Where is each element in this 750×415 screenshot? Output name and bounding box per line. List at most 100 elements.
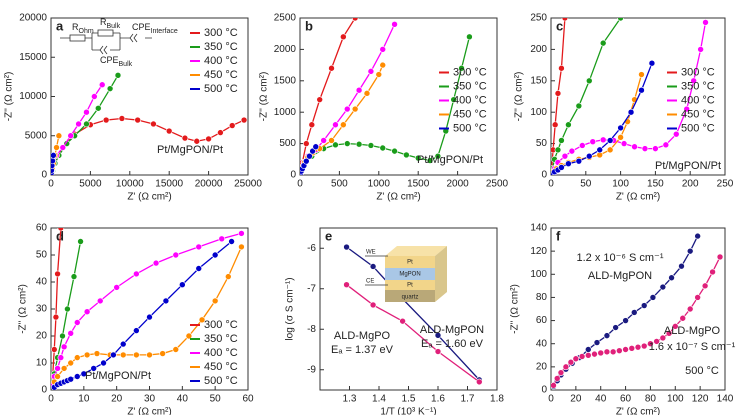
data-point <box>102 116 110 124</box>
data-point <box>551 121 559 129</box>
data-point <box>73 373 81 380</box>
data-point <box>638 71 645 78</box>
series-line <box>551 18 622 169</box>
x-axis-label: Z' (Ω cm²) <box>616 407 660 415</box>
data-point <box>83 108 90 116</box>
data-point <box>67 375 74 383</box>
x-tick-label: 1.8 <box>490 394 504 405</box>
y-tick-label: 60 <box>536 315 548 326</box>
data-point <box>316 96 324 103</box>
x-tick-label: 80 <box>645 394 657 405</box>
data-point <box>622 317 629 324</box>
data-point <box>146 351 153 359</box>
data-point <box>638 86 645 94</box>
data-point <box>701 282 709 290</box>
data-point <box>369 301 377 309</box>
data-point <box>551 382 557 389</box>
data-point <box>146 313 153 321</box>
data-point <box>83 120 90 128</box>
x-tick-label: 40 <box>177 394 189 405</box>
x-tick-label: 120 <box>692 394 709 405</box>
y-axis-label: -Z'' (Ω cm²) <box>514 72 525 122</box>
data-point <box>98 81 106 89</box>
data-point <box>709 268 716 276</box>
data-point <box>597 349 605 357</box>
data-point <box>51 157 56 165</box>
data-point <box>609 348 617 356</box>
data-point <box>54 373 61 380</box>
annotation: 500 °C <box>685 365 719 377</box>
data-point <box>320 137 327 144</box>
y-tick-label: 50 <box>36 250 48 261</box>
y-axis-label: -Z'' (Ω cm²) <box>4 72 15 122</box>
x-tick-label: 5000 <box>79 179 102 190</box>
data-point <box>60 343 68 351</box>
data-point <box>355 86 363 94</box>
data-point <box>343 281 350 289</box>
data-point <box>391 20 398 28</box>
legend-label: 350 °C <box>204 41 238 53</box>
x-tick-label: 1500 <box>407 179 430 190</box>
data-point <box>59 332 66 340</box>
legend-label: 400 °C <box>204 55 238 67</box>
data-point <box>54 365 61 372</box>
data-point <box>340 121 347 129</box>
data-point <box>391 147 398 155</box>
data-point <box>671 323 679 330</box>
data-point <box>628 345 636 352</box>
data-point <box>379 46 387 53</box>
data-point <box>162 297 170 305</box>
x-tick-label: 1.3 <box>343 394 357 405</box>
data-point <box>558 137 565 144</box>
data-point <box>683 105 691 113</box>
plot-frame <box>550 17 726 176</box>
pt-top <box>385 256 435 268</box>
data-point <box>702 19 709 26</box>
inset-label: WE <box>366 250 376 256</box>
legend-label: 300 °C <box>681 66 715 78</box>
data-point <box>343 105 351 113</box>
circuit-label: CPEInterface <box>132 22 178 34</box>
y-tick-label: 500 <box>279 138 296 149</box>
x-tick-label: 100 <box>612 179 629 190</box>
y-tick-label: 100 <box>530 107 547 118</box>
data-point <box>617 124 624 132</box>
series-label: ALD-MgPO <box>334 330 391 342</box>
data-point <box>399 317 406 325</box>
data-point <box>312 143 320 151</box>
data-point <box>193 137 201 145</box>
annotation: Pt/MgPON/Pt <box>417 154 483 166</box>
y-tick-label: 0 <box>541 385 547 396</box>
y-tick-label: 2500 <box>274 13 297 24</box>
data-point <box>631 143 638 151</box>
data-point <box>647 340 654 348</box>
y-tick-label: 150 <box>530 75 547 86</box>
data-point <box>185 332 193 340</box>
annotation: 1.2 x 10⁻⁶ S cm⁻¹ <box>576 252 663 264</box>
y-tick-label: 40 <box>36 277 48 288</box>
data-point <box>568 147 576 155</box>
data-point <box>110 351 117 359</box>
resistor <box>69 34 86 42</box>
data-point <box>67 132 74 140</box>
data-point <box>662 141 670 149</box>
cpe <box>99 33 138 55</box>
data-point <box>240 116 248 124</box>
data-point <box>652 145 659 152</box>
data-point <box>458 64 465 72</box>
panel: 0 10 20 30 40 50 60 0 10 20 30 40 50 60 Z' (Ω cm²) -Z''… <box>18 223 254 415</box>
data-point <box>119 351 127 359</box>
y-tick-label: 60 <box>36 223 48 234</box>
x-tick-label: 40 <box>595 394 607 405</box>
data-point <box>113 284 120 291</box>
data-point <box>228 238 235 245</box>
data-point <box>565 121 572 129</box>
data-point <box>94 104 102 112</box>
data-point <box>599 136 607 144</box>
y-tick-label: 15000 <box>19 52 47 63</box>
y-tick-label: -6 <box>307 243 316 254</box>
data-point <box>150 120 157 128</box>
legend-label: 400 °C <box>453 94 487 106</box>
